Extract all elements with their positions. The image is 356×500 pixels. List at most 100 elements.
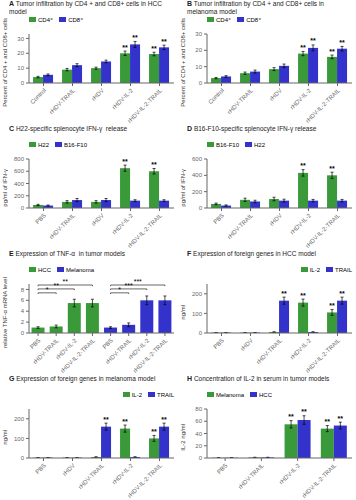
svg-text:**: ** [310, 37, 316, 44]
svg-text:PBS: PBS [34, 462, 47, 475]
svg-text:4: 4 [21, 308, 25, 314]
svg-text:**: ** [329, 165, 335, 172]
svg-text:rHDV-IL-2-TRAIL: rHDV-IL-2-TRAIL [304, 212, 341, 249]
svg-text:rHDV-IL-2: rHDV-IL-2 [111, 87, 135, 111]
svg-text:20: 20 [17, 50, 24, 56]
svg-text:**: ** [53, 282, 59, 289]
svg-text:200: 200 [14, 416, 25, 422]
svg-text:rHDV-TRAIL: rHDV-TRAIL [48, 212, 76, 240]
svg-text:**: ** [63, 278, 69, 285]
svg-text:0: 0 [199, 455, 203, 461]
svg-text:rHDV: rHDV [61, 462, 76, 477]
svg-text:60: 60 [195, 418, 202, 424]
svg-text:**: ** [329, 302, 335, 309]
svg-text:rHDV-TRAIL: rHDV-TRAIL [226, 87, 254, 115]
svg-text:**: ** [151, 161, 157, 168]
svg-text:0: 0 [199, 80, 203, 86]
svg-text:rHDV-TRAIL: rHDV-TRAIL [77, 462, 105, 490]
svg-text:0: 0 [21, 80, 25, 86]
svg-text:**: ** [339, 39, 345, 46]
svg-text:Control: Control [207, 87, 225, 105]
svg-text:*: * [46, 286, 49, 293]
svg-text:PBS: PBS [216, 462, 229, 475]
svg-text:**: ** [301, 409, 307, 415]
svg-text:rHDV-IL-2-TRAIL: rHDV-IL-2-TRAIL [304, 337, 341, 374]
svg-text:**: ** [122, 418, 128, 425]
svg-text:rHDV: rHDV [268, 87, 283, 102]
svg-text:40: 40 [195, 431, 202, 437]
svg-text:200: 200 [14, 193, 25, 199]
svg-text:0: 0 [21, 330, 25, 336]
svg-text:rHDV-TRAIL: rHDV-TRAIL [226, 212, 254, 240]
svg-text:**: ** [132, 34, 138, 41]
svg-text:PBS: PBS [212, 337, 225, 350]
svg-text:200: 200 [192, 189, 203, 195]
svg-text:PBS: PBS [212, 212, 225, 225]
svg-text:rHDV: rHDV [90, 212, 105, 227]
svg-text:30: 30 [195, 31, 202, 37]
svg-text:10: 10 [17, 65, 24, 71]
svg-text:rHDV-IL-2-TRAIL: rHDV-IL-2-TRAIL [132, 337, 169, 374]
svg-text:6: 6 [21, 297, 25, 303]
svg-text:*: * [118, 286, 121, 293]
svg-text:rHDV: rHDV [268, 212, 283, 227]
svg-text:0: 0 [199, 205, 203, 211]
svg-text:20: 20 [195, 443, 202, 449]
svg-text:PBS: PBS [34, 212, 47, 225]
svg-text:**: ** [338, 415, 344, 422]
svg-text:8: 8 [21, 287, 25, 293]
svg-text:rHDV-IL-2-TRAIL: rHDV-IL-2-TRAIL [304, 87, 341, 124]
svg-text:**: ** [339, 290, 345, 297]
svg-text:***: *** [125, 282, 133, 289]
svg-text:100: 100 [14, 436, 25, 442]
svg-text:rHDV-IL-2: rHDV-IL-2 [111, 212, 135, 236]
svg-text:rHDV-TRAIL: rHDV-TRAIL [32, 337, 60, 365]
svg-text:600: 600 [14, 168, 25, 174]
svg-text:600: 600 [192, 156, 203, 162]
svg-text:**: ** [288, 413, 294, 420]
svg-text:rHDV-IL-2-TRAIL: rHDV-IL-2-TRAIL [59, 337, 96, 374]
svg-text:**: ** [300, 44, 306, 51]
svg-text:0: 0 [21, 205, 25, 211]
svg-text:rHDV: rHDV [239, 337, 254, 352]
svg-text:rHDV-IL-2-TRAIL: rHDV-IL-2-TRAIL [126, 87, 163, 124]
svg-text:rHDV-IL-2: rHDV-IL-2 [289, 212, 313, 236]
svg-text:rHDV-IL-2: rHDV-IL-2 [278, 462, 302, 486]
svg-text:rHDV-IL-2: rHDV-IL-2 [289, 87, 313, 111]
svg-text:rHDV-IL-2-TRAIL: rHDV-IL-2-TRAIL [126, 212, 163, 249]
svg-text:**: ** [103, 416, 109, 423]
svg-text:Control: Control [29, 87, 47, 105]
svg-text:rHDV-IL-2: rHDV-IL-2 [111, 462, 135, 486]
svg-text:400: 400 [192, 172, 203, 178]
svg-text:PBS: PBS [101, 337, 114, 350]
svg-text:rHDV-TRAIL: rHDV-TRAIL [104, 337, 132, 365]
svg-text:**: ** [161, 38, 167, 45]
svg-text:**: ** [161, 416, 167, 423]
svg-text:**: ** [151, 428, 157, 435]
svg-text:PBS: PBS [29, 337, 42, 350]
svg-text:0: 0 [21, 455, 25, 461]
svg-text:0: 0 [199, 330, 203, 336]
svg-text:**: ** [300, 292, 306, 299]
svg-text:rHDV-IL-2-TRAIL: rHDV-IL-2-TRAIL [301, 462, 338, 499]
svg-text:rHDV-TRAIL: rHDV-TRAIL [255, 337, 283, 365]
svg-text:**: ** [122, 44, 128, 51]
svg-text:**: ** [122, 159, 128, 165]
svg-text:**: ** [325, 418, 331, 425]
svg-text:rHDV-TRAIL: rHDV-TRAIL [237, 462, 265, 490]
svg-text:**: ** [281, 290, 287, 297]
svg-text:rHDV: rHDV [90, 87, 105, 102]
svg-text:400: 400 [14, 181, 25, 187]
svg-text:***: *** [134, 278, 142, 285]
svg-text:rHDV-IL-2-TRAIL: rHDV-IL-2-TRAIL [126, 462, 163, 499]
svg-text:80: 80 [195, 406, 202, 412]
svg-text:rHDV-TRAIL: rHDV-TRAIL [48, 87, 76, 115]
svg-text:200: 200 [192, 291, 203, 297]
svg-text:**: ** [329, 48, 335, 55]
svg-text:100: 100 [192, 311, 203, 317]
svg-text:20: 20 [195, 47, 202, 53]
svg-text:2: 2 [21, 319, 25, 325]
svg-text:800: 800 [14, 156, 25, 162]
svg-text:**: ** [300, 162, 306, 169]
svg-text:**: ** [151, 45, 157, 52]
